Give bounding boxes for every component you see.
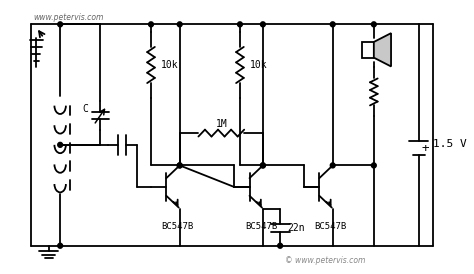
Circle shape bbox=[177, 163, 182, 168]
Text: 10k: 10k bbox=[249, 60, 267, 70]
Text: © www.petervis.com: © www.petervis.com bbox=[285, 256, 365, 265]
Text: 1M: 1M bbox=[215, 119, 227, 129]
Circle shape bbox=[372, 163, 376, 168]
Text: BC547B: BC547B bbox=[162, 222, 194, 231]
Text: 1.5 V: 1.5 V bbox=[433, 139, 467, 149]
Text: C: C bbox=[82, 104, 88, 114]
Circle shape bbox=[330, 22, 335, 27]
Circle shape bbox=[177, 22, 182, 27]
Circle shape bbox=[261, 22, 265, 27]
Circle shape bbox=[149, 22, 154, 27]
Circle shape bbox=[261, 163, 265, 168]
Circle shape bbox=[261, 163, 265, 168]
Text: BC547B: BC547B bbox=[315, 222, 347, 231]
Text: +: + bbox=[422, 142, 429, 155]
Circle shape bbox=[330, 163, 335, 168]
Circle shape bbox=[58, 142, 63, 147]
Circle shape bbox=[58, 243, 63, 248]
Circle shape bbox=[372, 22, 376, 27]
Circle shape bbox=[58, 22, 63, 27]
Text: www.petervis.com: www.petervis.com bbox=[33, 13, 104, 22]
Text: 10k: 10k bbox=[161, 60, 178, 70]
Circle shape bbox=[177, 163, 182, 168]
Bar bbox=[362, 42, 374, 58]
Circle shape bbox=[278, 243, 283, 248]
Text: BC547B: BC547B bbox=[245, 222, 277, 231]
Polygon shape bbox=[374, 33, 391, 67]
Circle shape bbox=[237, 22, 242, 27]
Text: 22n: 22n bbox=[288, 222, 305, 233]
